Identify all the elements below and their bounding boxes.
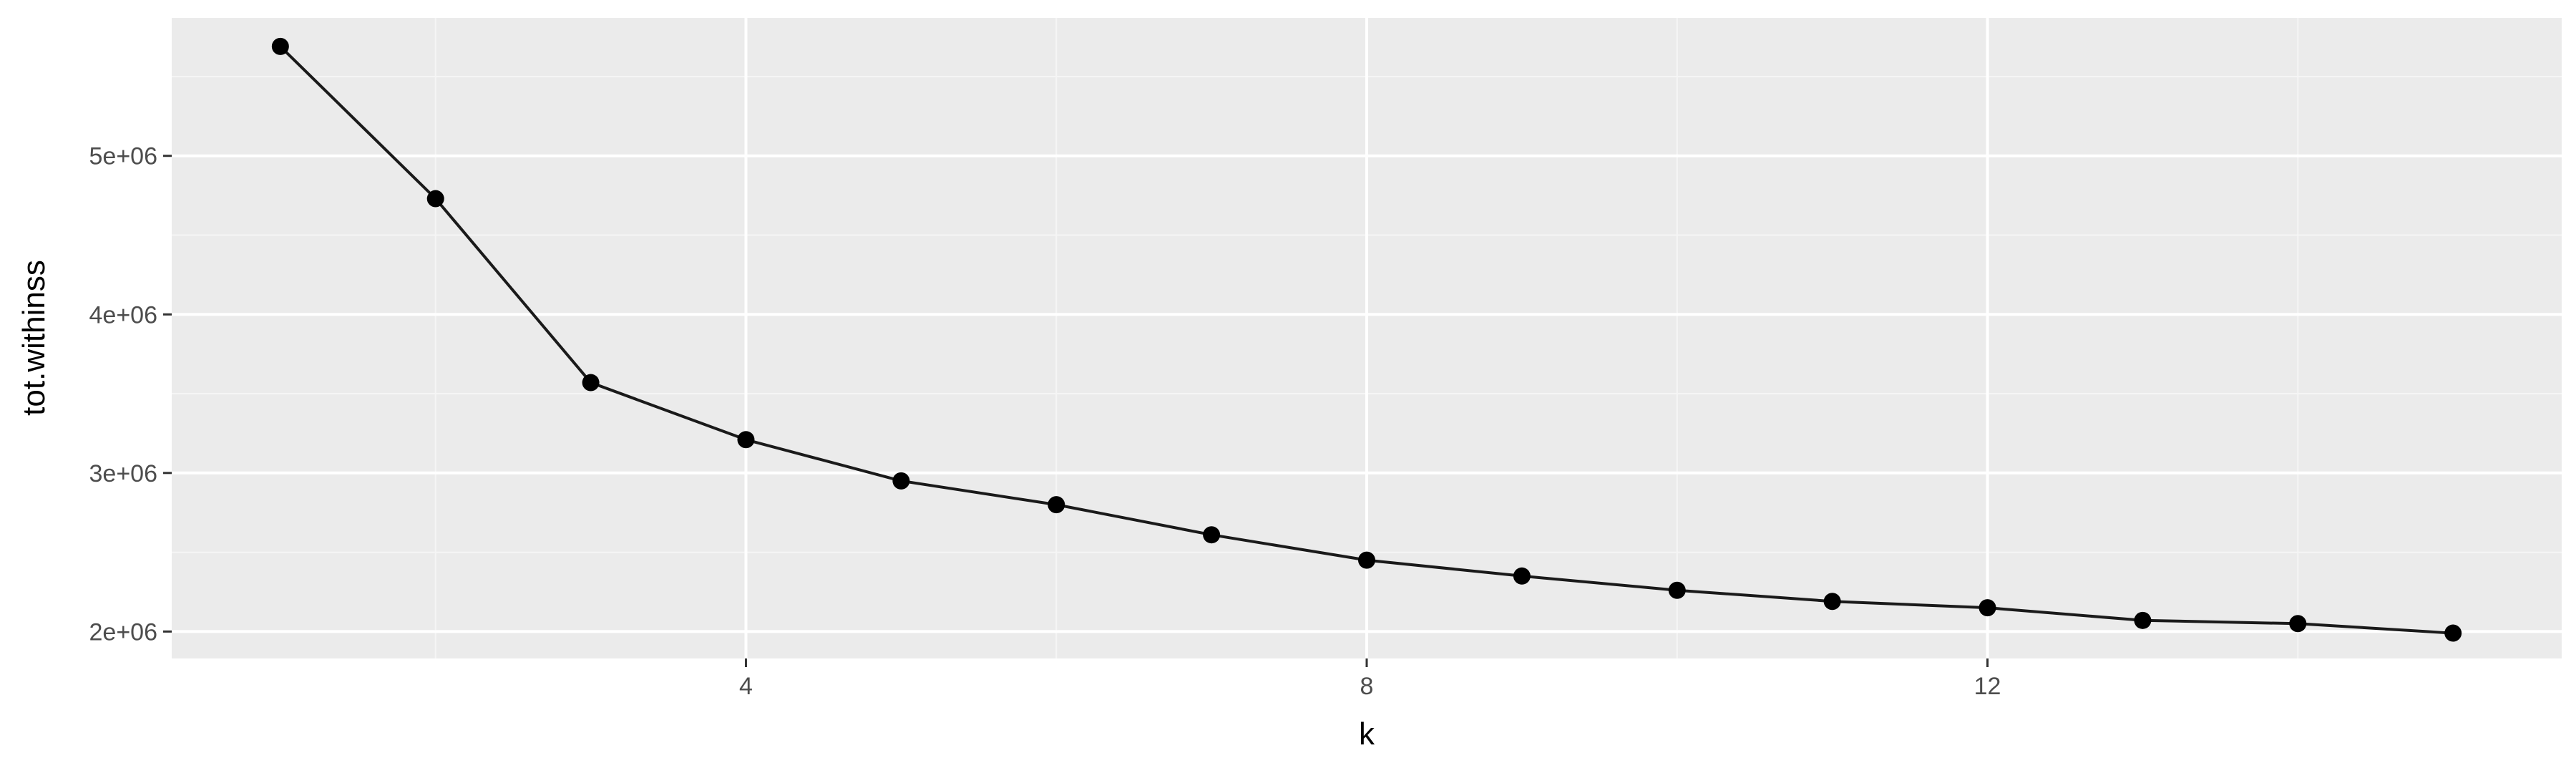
y-tick-label: 5e+06: [89, 143, 158, 170]
y-axis-title: tot.withinss: [16, 260, 52, 416]
x-tick-label: 4: [739, 673, 753, 700]
data-point: [1668, 581, 1686, 599]
data-point: [271, 37, 289, 55]
data-point: [582, 374, 600, 392]
data-point: [737, 431, 755, 449]
x-axis: 4 8 12: [739, 658, 2001, 700]
data-point: [1048, 496, 1065, 514]
y-tick-label: 3e+06: [89, 460, 158, 487]
data-point: [2444, 624, 2462, 642]
data-point: [1823, 593, 1841, 611]
x-tick-label: 8: [1360, 673, 1374, 700]
data-point: [2134, 611, 2152, 629]
data-point: [1513, 567, 1531, 585]
x-tick-label: 12: [1974, 673, 2001, 700]
data-point: [426, 190, 444, 208]
y-axis: 2e+06 3e+06 4e+06 5e+06: [89, 143, 172, 646]
data-point: [892, 472, 910, 490]
x-axis-title: k: [1359, 716, 1375, 752]
data-point: [2289, 615, 2307, 633]
series-points: [271, 37, 2462, 642]
data-point: [1203, 526, 1221, 544]
y-tick-label: 4e+06: [89, 301, 158, 329]
data-point: [1358, 551, 1375, 569]
y-tick-label: 2e+06: [89, 618, 158, 646]
data-point: [1979, 599, 1996, 617]
